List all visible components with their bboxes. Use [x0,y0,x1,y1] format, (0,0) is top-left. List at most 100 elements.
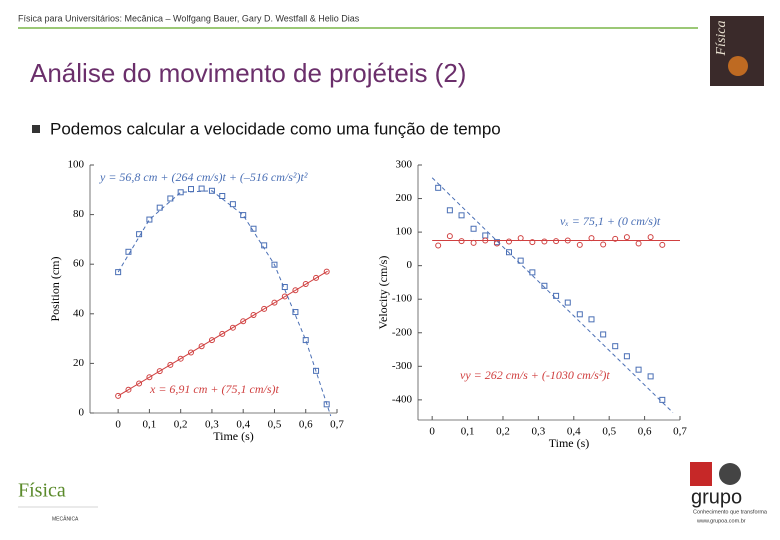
y-tick-label: 300 [396,159,413,171]
data-point [482,232,489,239]
y-tick-label: 20 [73,357,85,369]
data-point [576,311,583,318]
data-point [600,241,607,248]
y-axis-label: Position (cm) [48,256,62,321]
x-tick-label: 0,2 [496,426,510,438]
data-point [219,193,226,199]
data-point [541,238,548,245]
y-tick-label: 100 [396,226,413,238]
x-tick-label: 0,5 [268,419,282,431]
data-point [470,239,477,246]
data-point [219,330,226,337]
data-point [271,299,278,306]
y-tick-label: 80 [73,208,85,220]
cover-art [728,56,748,76]
data-point [446,233,453,240]
data-point [208,337,215,344]
data-point [529,269,536,276]
x-tick-label: 0,1 [461,426,475,438]
data-point [313,274,320,281]
data-point [292,309,299,316]
data-point [187,186,194,193]
book-sub: MECÂNICA [52,515,79,522]
data-point [600,331,607,338]
publisher-mark [690,462,712,486]
data-point [323,268,330,275]
y-tick-label: 60 [73,258,85,270]
y-tick-label: 40 [73,307,85,319]
header-text: Física para Universitários: Mecânica – W… [18,13,360,23]
data-point [612,343,619,350]
data-point [313,367,320,374]
x-tick-label: 0,1 [143,419,157,431]
data-point [517,257,524,264]
data-point [229,201,236,208]
data-point [588,316,595,323]
equation: vy = 262 cm/s + (-1030 cm/s²)t [460,368,610,382]
data-point [177,355,184,362]
y-tick-label: 200 [396,192,413,204]
publisher-url: www.grupoa.com.br [696,518,746,524]
data-point [125,386,132,393]
data-point [647,373,654,380]
y-tick-label: -400 [392,393,413,405]
data-point [553,238,560,245]
publisher-tagline: Conhecimento que transforma [693,509,768,515]
data-point [261,305,268,312]
data-point [156,368,163,375]
data-point [470,225,477,232]
data-point [505,238,512,245]
x-tick-label: 0,7 [330,419,344,431]
data-point [541,282,548,289]
x-tick-label: 0,5 [602,426,616,438]
data-point [435,184,442,191]
data-point [458,212,465,219]
data-point [240,212,247,219]
data-point [250,312,257,319]
x-tick-label: 0,7 [673,426,687,438]
bullet-text: Podemos calcular a velocidade como uma f… [50,119,501,138]
data-point [146,216,153,223]
data-point [635,366,642,373]
x-tick-label: 0,4 [567,426,581,438]
data-point [564,299,571,306]
data-point [292,287,299,294]
data-point [623,353,630,360]
x-tick-label: 0,3 [532,426,546,438]
data-point [229,324,236,331]
data-point [240,318,247,325]
data-point [458,238,465,245]
data-point [529,239,536,246]
publisher-seal [719,463,741,485]
data-point [136,380,143,387]
data-point [435,242,442,249]
y-tick-label: 0 [407,259,413,271]
x-tick-label: 0,6 [299,419,313,431]
data-point [302,337,309,344]
data-point [446,207,453,214]
data-point [505,249,512,256]
x-tick-label: 0 [429,426,435,438]
x-tick-label: 0,6 [638,426,652,438]
x-tick-label: 0,3 [205,419,219,431]
data-point [115,269,122,276]
equation: vₓ = 75,1 + (0 cm/s)t [560,214,661,228]
y-tick-label: 0 [79,407,85,419]
publisher-name: grupo [691,486,742,508]
equation: x = 6,91 cm + (75,1 cm/s)t [149,382,280,396]
data-point [635,240,642,247]
equation: y = 56,8 cm + (264 cm/s)t + (–516 cm/s²)… [99,170,308,184]
cover-title: Física [714,21,729,57]
data-point [187,349,194,356]
data-point [125,248,132,255]
data-point [659,241,666,248]
data-point [576,241,583,248]
y-tick-label: -100 [392,293,413,305]
fit-line [431,177,674,413]
bullet-marker [32,125,40,133]
x-tick-label: 0,4 [236,419,250,431]
book-logo: Física [18,480,66,502]
y-tick-label: -200 [392,326,413,338]
data-point [136,231,143,238]
